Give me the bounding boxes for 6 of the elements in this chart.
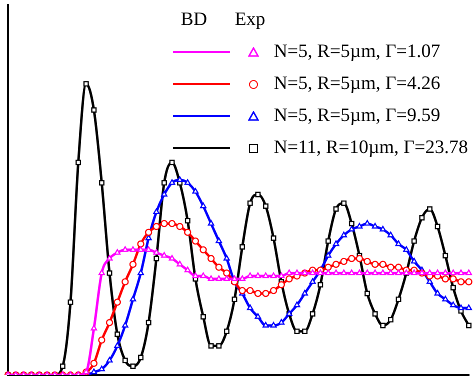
legend-label: N=5, R=5µm, Γ=1.07 [274,40,440,64]
text: Exp [234,8,266,32]
legend-label: N=5, R=5µm, Γ=9.59 [274,104,440,128]
legend-label: N=11, R=10µm, Γ=23.78 [274,136,468,160]
legend-label: N=5, R=5µm, Γ=4.26 [274,72,440,96]
text: BD [180,8,208,32]
